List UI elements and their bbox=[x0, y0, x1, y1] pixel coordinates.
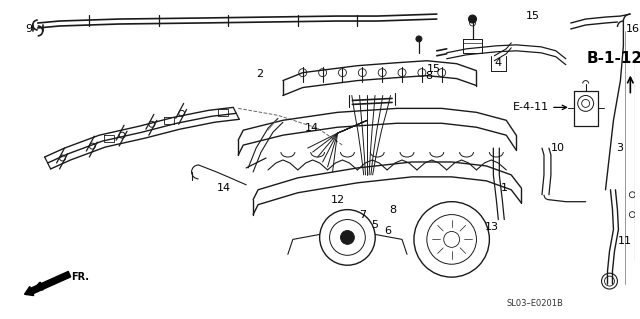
Text: 15: 15 bbox=[526, 11, 540, 21]
Text: 10: 10 bbox=[551, 143, 565, 153]
Text: 11: 11 bbox=[618, 236, 632, 246]
Text: 15: 15 bbox=[427, 64, 441, 74]
Circle shape bbox=[340, 230, 355, 244]
Text: 14: 14 bbox=[216, 183, 230, 193]
Text: 7: 7 bbox=[359, 210, 367, 219]
Circle shape bbox=[416, 36, 422, 42]
Text: 12: 12 bbox=[330, 195, 345, 205]
Text: 16: 16 bbox=[625, 24, 639, 34]
Circle shape bbox=[468, 15, 476, 23]
FancyArrow shape bbox=[24, 271, 70, 296]
Text: SL03–E0201B: SL03–E0201B bbox=[506, 300, 563, 308]
Text: 2: 2 bbox=[256, 69, 263, 79]
Text: 8: 8 bbox=[425, 70, 432, 81]
Text: FR.: FR. bbox=[72, 272, 90, 282]
Text: 1: 1 bbox=[501, 183, 508, 193]
Text: 4: 4 bbox=[494, 58, 502, 68]
Text: E-4-11: E-4-11 bbox=[513, 102, 549, 112]
Text: 9: 9 bbox=[25, 24, 32, 34]
Text: 13: 13 bbox=[484, 222, 499, 233]
Text: 8: 8 bbox=[389, 204, 396, 215]
Text: 6: 6 bbox=[384, 226, 391, 236]
Text: 5: 5 bbox=[371, 219, 378, 229]
Text: B-1-12: B-1-12 bbox=[587, 51, 640, 66]
Text: 3: 3 bbox=[616, 143, 623, 153]
Text: 14: 14 bbox=[305, 123, 319, 133]
